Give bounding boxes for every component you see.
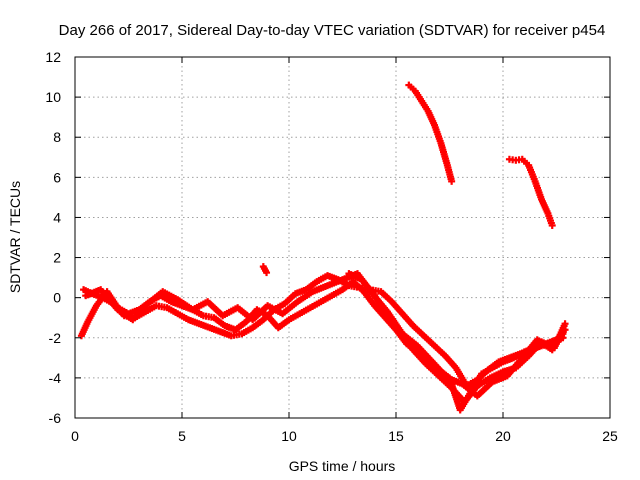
x-axis-label: GPS time / hours <box>289 458 396 474</box>
y-tick-label: 10 <box>45 89 61 105</box>
y-tick-label: -2 <box>49 330 62 346</box>
chart-title: Day 266 of 2017, Sidereal Day-to-day VTE… <box>59 22 606 39</box>
x-tick-label: 25 <box>602 428 618 444</box>
y-tick-label: 12 <box>45 49 61 65</box>
data-point <box>263 269 271 277</box>
x-tick-label: 0 <box>71 428 79 444</box>
y-tick-label: 8 <box>53 129 61 145</box>
y-tick-label: 2 <box>53 250 61 266</box>
y-tick-label: 4 <box>53 209 61 225</box>
data-point <box>561 320 569 328</box>
x-tick-label: 5 <box>178 428 186 444</box>
grid <box>75 57 610 418</box>
plot-frame <box>74 56 611 419</box>
axis-ticks: 0 5 10 15 20 25 -6 -4 -2 0 2 4 6 8 10 12 <box>45 49 618 444</box>
y-tick-label: -4 <box>49 370 62 386</box>
y-tick-label: -6 <box>49 410 62 426</box>
y-axis-label: SDTVAR / TECUs <box>7 181 23 293</box>
data-points <box>77 81 569 414</box>
x-tick-label: 10 <box>281 428 297 444</box>
x-tick-label: 20 <box>495 428 511 444</box>
y-tick-label: 6 <box>53 169 61 185</box>
data-point <box>548 221 556 229</box>
x-tick-label: 15 <box>388 428 404 444</box>
y-tick-label: 0 <box>53 290 61 306</box>
data-point <box>448 177 456 185</box>
